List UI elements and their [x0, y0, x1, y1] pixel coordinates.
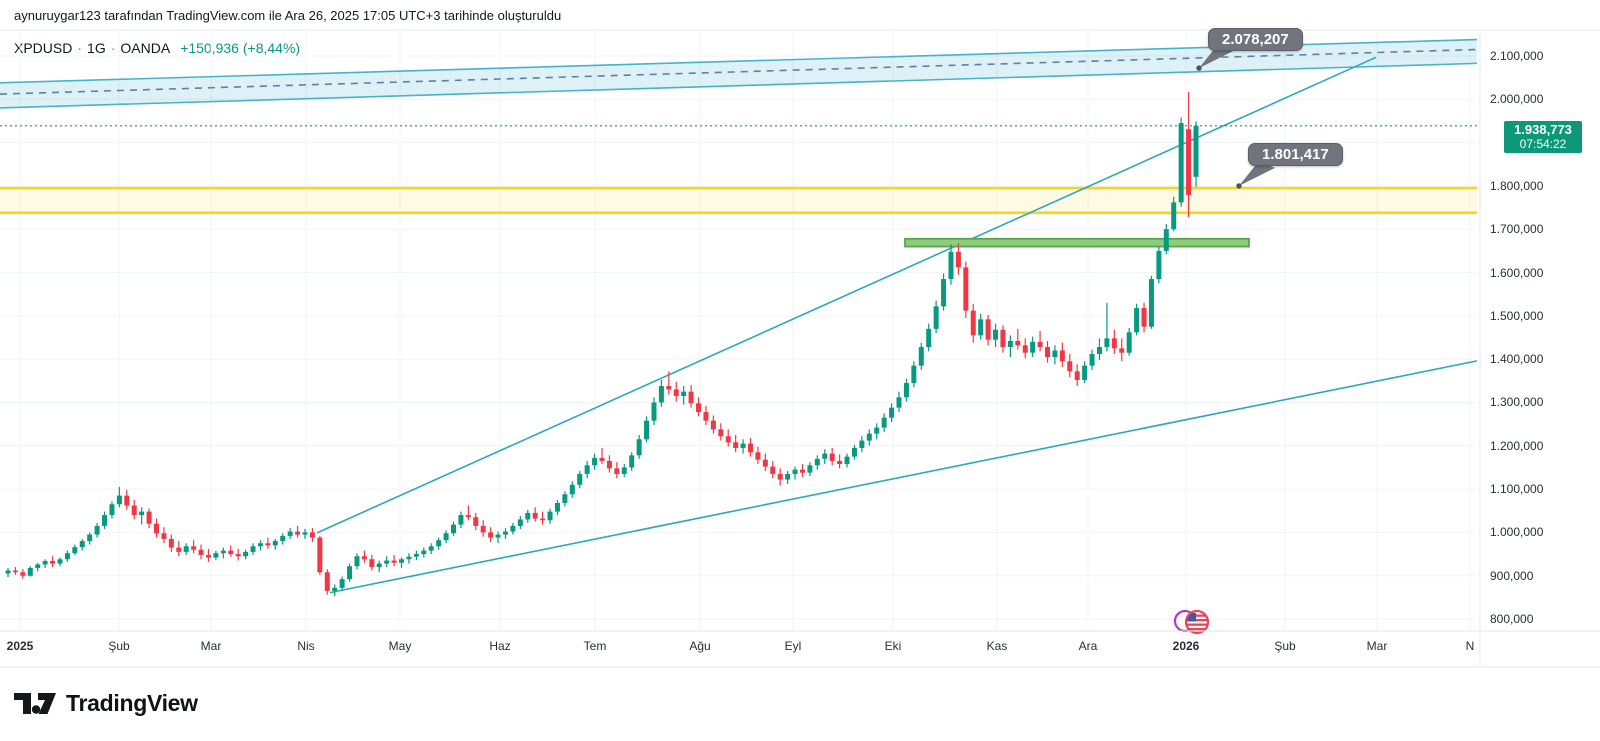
- time-axis-label: Eki: [884, 639, 902, 653]
- price-axis-label: 1.700,000: [1490, 222, 1544, 237]
- time-axis-label: 2025: [6, 639, 34, 653]
- price-axis-label: 1.400,000: [1490, 352, 1544, 367]
- time-axis-label: Kas: [986, 639, 1008, 653]
- time-axis-label: Ara: [1078, 639, 1098, 653]
- time-axis-label: 2026: [1172, 639, 1200, 653]
- time-axis-label: Ağu: [689, 639, 711, 653]
- price-axis-label: 1.600,000: [1490, 265, 1544, 280]
- symbol-legend[interactable]: XPDUSD · 1G · OANDA +150,936 (+8,44%): [14, 40, 300, 56]
- price-change-label: +150,936 (+8,44%): [180, 40, 301, 56]
- callout-anchor-dot: [1196, 65, 1202, 71]
- legend-separator: ·: [77, 40, 83, 56]
- upper-wedge-line[interactable]: [316, 56, 1377, 534]
- tradingview-logo-icon: [14, 692, 56, 714]
- horizontal-gridlines: [0, 55, 1477, 620]
- current-price-value: 1.938,773: [1514, 121, 1572, 137]
- time-axis-label: N: [1465, 639, 1475, 653]
- symbol-name[interactable]: XPDUSD: [14, 40, 73, 56]
- exchange-label[interactable]: OANDA: [120, 40, 171, 56]
- current-price-axis-label: 1.938,773 07:54:22: [1504, 120, 1582, 153]
- time-axis-label: Mar: [200, 639, 222, 653]
- time-axis-label: Mar: [1366, 639, 1388, 653]
- tradingview-footer[interactable]: TradingView: [14, 690, 198, 717]
- attribution-text: aynuruygar123 tarafından TradingView.com…: [14, 8, 562, 23]
- time-axis-label: Nis: [297, 639, 315, 653]
- economic-event-flag-icon[interactable]: [1173, 609, 1210, 635]
- vertical-gridlines: [19, 30, 1471, 631]
- price-axis-label: 1.300,000: [1490, 395, 1544, 410]
- time-axis-label: May: [388, 639, 412, 653]
- price-axis-label: 900,000: [1490, 568, 1534, 583]
- price-axis-label: 2.100,000: [1490, 49, 1544, 63]
- price-axis-label: 800,000: [1490, 612, 1534, 627]
- yellow-resistance-band[interactable]: [0, 186, 1477, 215]
- bar-countdown: 07:54:22: [1519, 136, 1567, 151]
- time-axis-label: Şub: [108, 639, 130, 653]
- time-axis[interactable]: 2025 Şub Mar Nis May Haz Tem Ağu Eyl Eki Kas Ara 202…: [0, 631, 1600, 667]
- time-axis-label: Tem: [583, 639, 607, 653]
- price-axis-label: 1.000,000: [1490, 525, 1544, 540]
- price-axis[interactable]: 2.100,000 2.000,000 1.800,000 1.700,000 1.60…: [1480, 30, 1600, 667]
- lower-wedge-line[interactable]: [329, 360, 1478, 594]
- price-axis-label: 1.100,000: [1490, 482, 1544, 497]
- pane-borders: [0, 29, 1600, 668]
- callout-tail: [1239, 160, 1275, 186]
- tradingview-logo-text: TradingView: [66, 690, 198, 716]
- price-callout-label[interactable]: 1.801,417: [1248, 143, 1343, 166]
- green-support-zone[interactable]: [904, 237, 1250, 248]
- candlestick-series: [5, 91, 1199, 597]
- time-axis-label: Şub: [1274, 639, 1296, 653]
- price-axis-label: 1.500,000: [1490, 308, 1544, 323]
- price-axis-label: 2.000,000: [1490, 92, 1544, 107]
- callout-anchor-dot: [1236, 183, 1242, 189]
- time-axis-label: Haz: [489, 639, 511, 653]
- price-axis-label: 1.200,000: [1490, 438, 1544, 453]
- price-axis-label: 1.800,000: [1490, 178, 1544, 193]
- time-axis-label: Eyl: [784, 639, 802, 653]
- price-callout-label[interactable]: 2.078,207: [1208, 28, 1303, 51]
- interval-label[interactable]: 1G: [87, 40, 106, 56]
- legend-separator: ·: [110, 40, 116, 56]
